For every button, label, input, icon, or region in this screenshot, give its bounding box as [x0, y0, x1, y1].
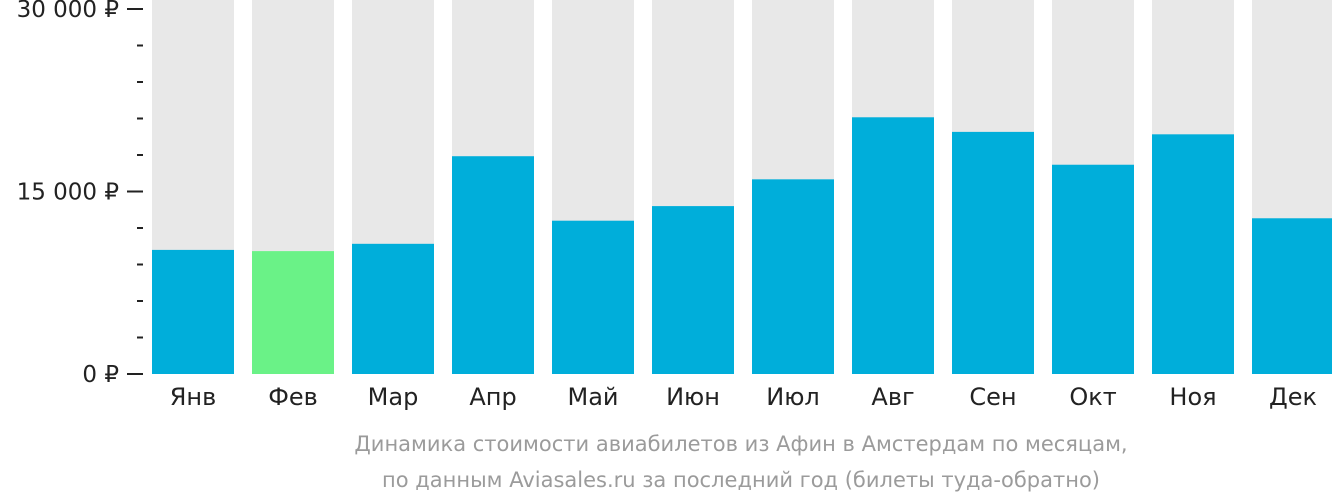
bar-2[interactable]: [252, 251, 334, 374]
month-label-4: Апр: [469, 383, 516, 411]
month-label-8: Авг: [871, 383, 914, 411]
bar-11[interactable]: [1152, 134, 1234, 374]
month-label-12: Дек: [1269, 383, 1317, 411]
bar-3[interactable]: [352, 243, 434, 374]
bar-4[interactable]: [452, 156, 534, 374]
month-label-1: Янв: [170, 383, 217, 411]
month-label-6: Июн: [666, 383, 720, 411]
y-tick-label-2: 15 000 ₽: [17, 180, 119, 206]
bar-1[interactable]: [152, 249, 234, 374]
bar-chart-svg: Янв Фев Мар Апр Май Июн Июл Авг Сен Окт Ноя Дек 0 ₽ 1…: [17, 0, 1332, 411]
y-tick-label-1: 0 ₽: [82, 362, 119, 388]
chart-caption-line-2: по данным Aviasales.ru за последний год …: [382, 468, 1100, 492]
bar-7[interactable]: [752, 179, 834, 374]
month-label-10: Окт: [1069, 383, 1116, 411]
bar-10[interactable]: [1052, 164, 1134, 374]
bar-12[interactable]: [1252, 218, 1332, 374]
chart-caption-line-1: Динамика стоимости авиабилетов из Афин в…: [354, 432, 1128, 456]
month-label-7: Июл: [766, 383, 820, 411]
month-label-11: Ноя: [1169, 383, 1216, 411]
month-label-3: Мар: [368, 383, 419, 411]
month-label-9: Сен: [969, 383, 1016, 411]
bar-5[interactable]: [552, 220, 634, 374]
y-tick-label-3: 30 000 ₽: [17, 0, 119, 23]
month-label-5: Май: [567, 383, 618, 411]
bar-9[interactable]: [952, 131, 1034, 374]
bar-6[interactable]: [652, 206, 734, 374]
bar-8[interactable]: [852, 117, 934, 375]
month-label-2: Фев: [268, 383, 318, 411]
